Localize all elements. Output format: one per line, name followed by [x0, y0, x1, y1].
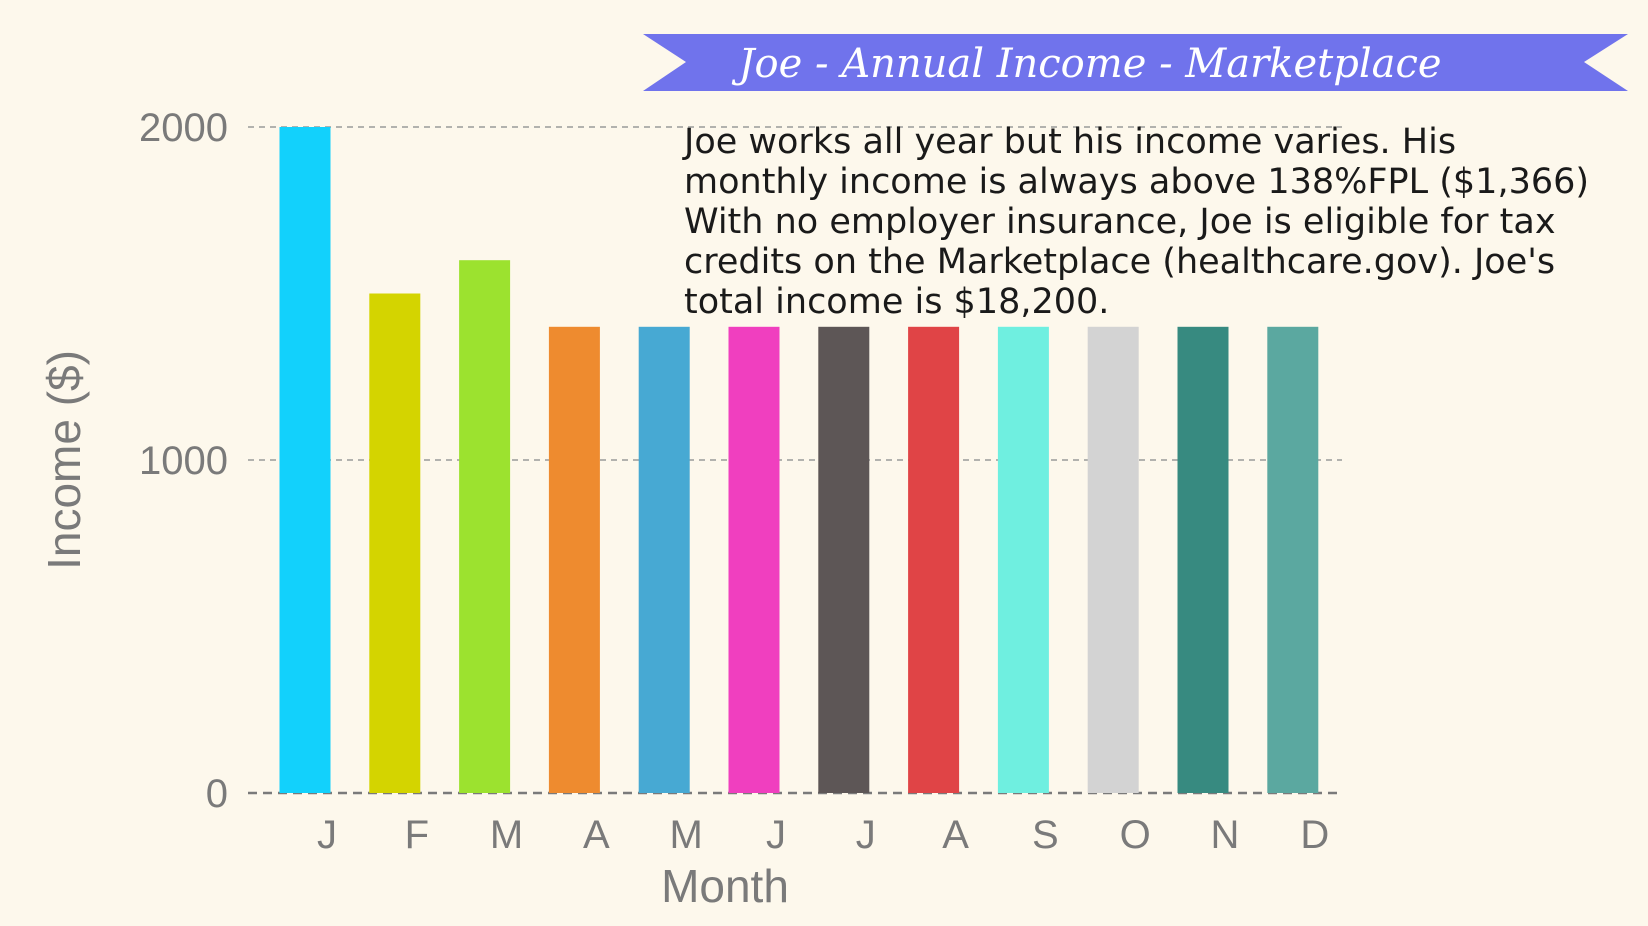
x-tick-label: N [1211, 813, 1240, 857]
x-tick-label: F [405, 813, 429, 857]
x-tick-label: M [670, 813, 703, 857]
y-axis-title: Income ($) [38, 350, 90, 570]
title-banner-ribbon [643, 34, 1628, 91]
grid-lines [248, 126, 1342, 795]
bar-5 [638, 326, 690, 793]
bar-3 [459, 260, 511, 793]
bar-12 [1267, 326, 1319, 793]
x-axis-title: Month [661, 860, 789, 912]
bar-1 [279, 127, 331, 793]
x-tick-label: A [583, 813, 610, 857]
x-tick-label: M [490, 813, 523, 857]
bar-11 [1177, 326, 1229, 793]
x-tick-label: J [317, 813, 337, 857]
bar-7 [818, 326, 870, 793]
bars [279, 127, 1319, 793]
x-tick-label: A [942, 813, 969, 857]
x-tick-label: J [766, 813, 786, 857]
x-tick-label: J [856, 813, 876, 857]
title-banner: Joe - Annual Income - Marketplace [643, 34, 1628, 91]
x-tick-label: O [1120, 813, 1151, 857]
y-tick-label: 2000 [139, 106, 228, 150]
bar-8 [908, 326, 960, 793]
bar-6 [728, 326, 780, 793]
annotation-text: Joe works all year but his income varies… [684, 122, 1590, 322]
bar-2 [369, 293, 421, 793]
x-tick-label: D [1300, 813, 1329, 857]
bar-10 [1087, 326, 1139, 793]
x-tick-label: S [1032, 813, 1059, 857]
y-tick-label: 1000 [139, 439, 228, 483]
bar-4 [548, 326, 600, 793]
y-tick-labels: 0 1000 2000 [139, 106, 228, 816]
y-tick-label: 0 [206, 772, 228, 816]
bar-9 [997, 326, 1049, 793]
chart-title: Joe - Annual Income - Marketplace [731, 41, 1441, 87]
